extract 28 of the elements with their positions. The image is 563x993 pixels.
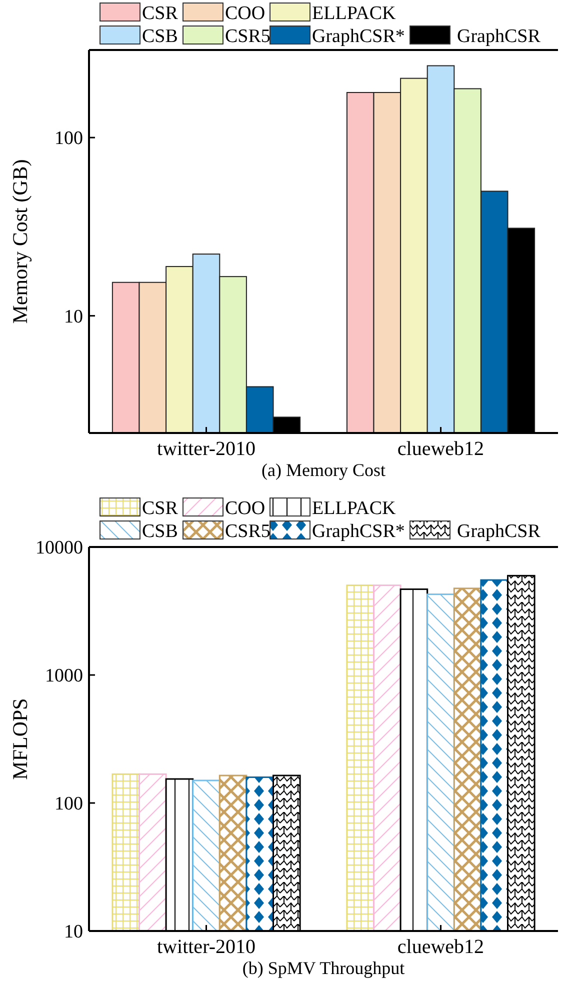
legend-label: CSR5 — [225, 26, 270, 47]
legend-label: CSB — [142, 521, 178, 542]
legend-label: COO — [225, 498, 266, 519]
y-tick-label: 100 — [54, 794, 83, 815]
legend-label: COO — [225, 3, 266, 24]
x-tick-label: twitter-2010 — [157, 438, 256, 460]
legend-label: CSR5 — [225, 521, 270, 542]
y-tick-label: 10 — [64, 922, 83, 943]
y-axis-title: Memory Cost (GB) — [8, 159, 32, 324]
legend-label: GraphCSR* — [312, 521, 405, 542]
x-tick-label: twitter-2010 — [157, 936, 256, 958]
legend-label: CSR — [142, 498, 178, 519]
x-axis-title: (b) SpMV Throughput — [242, 958, 405, 978]
legend-label: CSR — [142, 3, 178, 24]
y-tick-label: 100 — [54, 128, 83, 150]
legend-label: ELLPACK — [312, 3, 396, 24]
y-tick-label: 10 — [64, 306, 83, 328]
legend-label: CSB — [142, 26, 178, 47]
legend-label: GraphCSR — [457, 26, 541, 47]
legend-label: ELLPACK — [312, 498, 396, 519]
y-tick-label: 10000 — [36, 538, 83, 559]
x-axis-title: (a) Memory Cost — [262, 460, 386, 480]
legend-label: GraphCSR* — [312, 26, 405, 47]
x-tick-label: clueweb12 — [397, 936, 484, 958]
y-tick-label: 1000 — [45, 666, 83, 687]
legend-label: GraphCSR — [457, 521, 541, 542]
x-tick-label: clueweb12 — [397, 438, 484, 460]
y-axis-title: MFLOPS — [8, 698, 32, 780]
